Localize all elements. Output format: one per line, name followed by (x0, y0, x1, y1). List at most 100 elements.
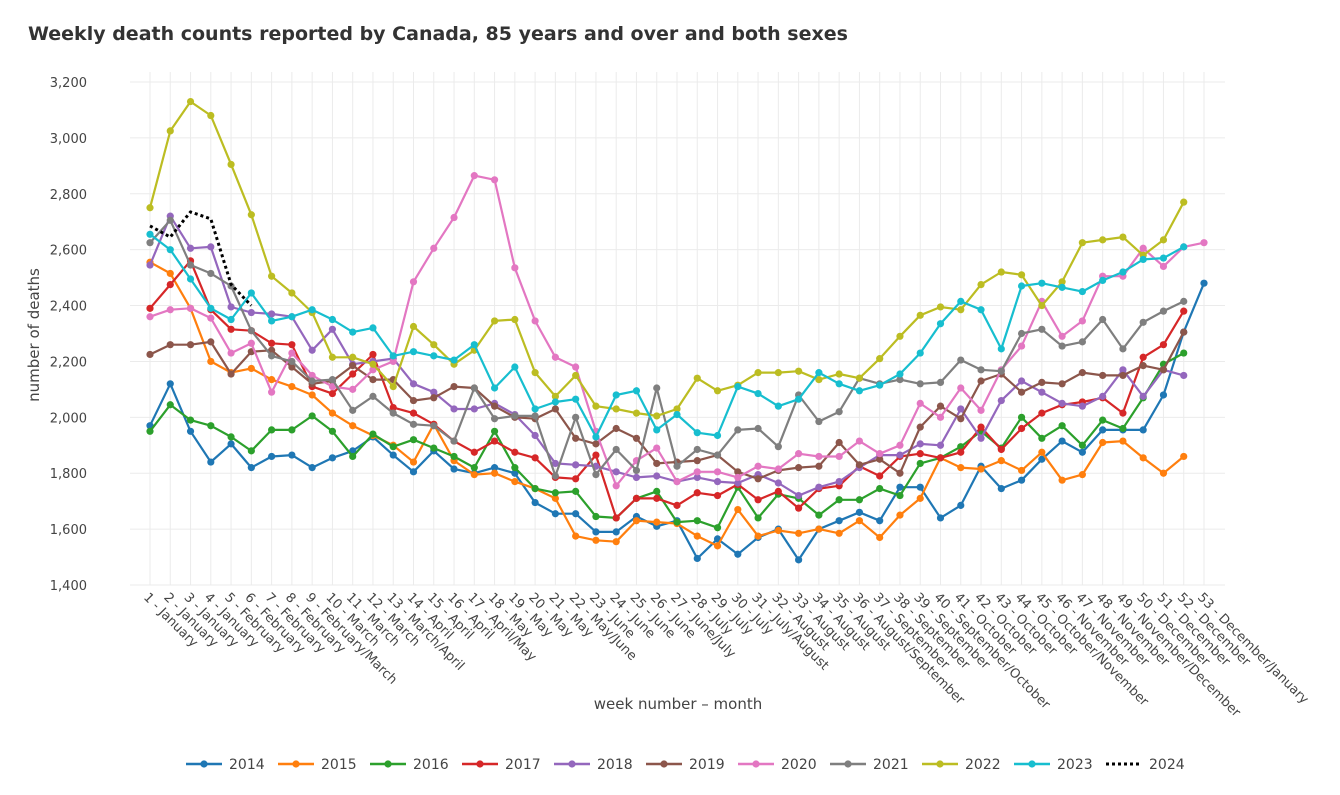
data-point (1139, 362, 1147, 370)
legend: 2014 2015 2016 2017 2018 2019 2020 2021 2022 2023… (186, 757, 1185, 773)
data-point (693, 517, 701, 525)
series-line (149, 352, 1185, 529)
plot-area (146, 97, 1208, 564)
data-point (288, 349, 296, 357)
data-point (957, 448, 965, 456)
data-point (1139, 426, 1147, 434)
data-point (207, 304, 215, 312)
data-point (876, 381, 884, 389)
data-point (1017, 271, 1026, 279)
data-point (1099, 371, 1107, 380)
data-point (186, 416, 195, 424)
data-point (876, 450, 884, 458)
data-point (774, 443, 782, 451)
data-point (916, 399, 924, 407)
data-point (835, 438, 843, 447)
data-point (815, 511, 823, 519)
data-point (1139, 392, 1147, 400)
data-point (1017, 377, 1026, 385)
series-line (149, 259, 1185, 519)
data-point (896, 491, 904, 500)
data-point (795, 395, 803, 403)
data-point (734, 479, 742, 487)
data-point (409, 420, 418, 428)
data-point (957, 297, 965, 305)
data-point (328, 353, 337, 361)
data-point (835, 517, 843, 525)
data-point (855, 387, 864, 395)
data-point (551, 494, 559, 502)
data-point (268, 426, 276, 434)
data-point (531, 317, 539, 325)
data-point (409, 458, 418, 466)
data-point (490, 464, 499, 472)
data-point (511, 478, 519, 486)
data-point (693, 445, 701, 454)
data-point (1139, 454, 1147, 462)
data-point (1058, 283, 1066, 291)
data-point (531, 498, 539, 507)
data-point (511, 448, 519, 456)
data-point (592, 440, 600, 448)
data-point (146, 313, 154, 321)
data-point (713, 468, 722, 476)
data-point (572, 434, 580, 442)
data-point (247, 327, 255, 335)
y-tick-label: 1,600 (50, 523, 87, 538)
series-line (149, 219, 1185, 478)
data-point (632, 409, 641, 417)
data-point (977, 306, 985, 314)
data-point (1099, 438, 1107, 447)
data-point (774, 479, 782, 487)
data-point (673, 518, 681, 526)
data-point (1017, 329, 1026, 338)
data-point (1038, 388, 1046, 396)
data-point (369, 324, 377, 332)
data-point (795, 556, 803, 564)
data-point (308, 377, 316, 385)
data-point (1180, 198, 1188, 206)
data-point (592, 451, 600, 459)
data-point (349, 328, 357, 336)
data-point (308, 464, 316, 472)
data-point (490, 402, 499, 410)
data-point (430, 388, 438, 396)
data-point (612, 538, 620, 546)
data-point (328, 315, 337, 324)
data-point (835, 452, 843, 461)
legend-label: 2018 (597, 757, 633, 773)
data-point (957, 464, 965, 472)
data-point (612, 405, 620, 413)
data-point (430, 341, 438, 349)
data-point (876, 484, 884, 493)
data-point (186, 275, 195, 283)
data-point (531, 405, 539, 413)
data-point (713, 524, 722, 532)
data-point (166, 246, 174, 254)
data-point (430, 444, 438, 452)
data-point (328, 389, 337, 398)
data-point (653, 426, 661, 434)
data-point (734, 468, 742, 476)
data-point (653, 518, 661, 526)
y-tick-label: 2,600 (50, 244, 87, 259)
data-point (1017, 342, 1026, 350)
data-point (936, 514, 945, 522)
legend-label: 2021 (873, 757, 909, 773)
data-point (531, 484, 539, 493)
series-line (148, 100, 1185, 417)
data-point (1180, 452, 1188, 461)
data-point (957, 384, 965, 392)
data-point (673, 405, 681, 413)
data-point (389, 451, 397, 459)
data-point (936, 441, 945, 449)
data-point (653, 459, 661, 468)
legend-label: 2020 (781, 757, 817, 773)
data-point (1200, 239, 1208, 247)
data-point (795, 450, 803, 458)
data-point (470, 405, 478, 413)
data-point (896, 370, 904, 378)
data-point (693, 532, 701, 540)
data-point (592, 402, 600, 410)
data-point (1099, 392, 1107, 400)
